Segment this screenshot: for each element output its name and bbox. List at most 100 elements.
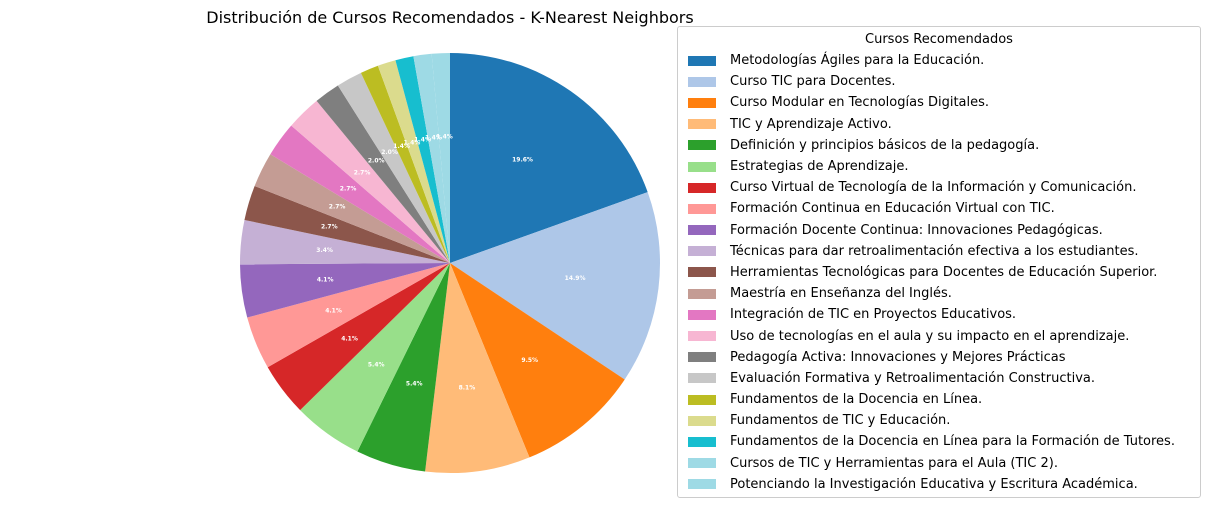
legend-swatch — [688, 436, 716, 447]
legend-item: Curso Virtual de Tecnología de la Inform… — [688, 177, 1190, 198]
slice-percent-label: 2.7% — [354, 169, 371, 176]
legend-label: Curso TIC para Docentes. — [730, 74, 896, 90]
slice-percent-label: 14.9% — [565, 275, 586, 282]
pie-slice — [291, 100, 450, 263]
legend-swatch — [688, 267, 716, 278]
legend-label: Uso de tecnologías en el aula y su impac… — [730, 328, 1130, 344]
pie-labels: 19.6% 14.9% 9.5% 8.1% 5.4% 5.4% 4.1% 4.1% 4.1% 3.… — [316, 134, 585, 392]
pie-slice — [239, 219, 450, 265]
legend-item: Potenciando la Investigación Educativa y… — [688, 474, 1190, 495]
legend-item: Formación Docente Continua: Innovaciones… — [688, 220, 1190, 241]
legend-label: Fundamentos de TIC y Educación. — [730, 413, 951, 429]
legend-label: Integración de TIC en Proyectos Educativ… — [730, 307, 1017, 323]
slice-percent-label: 5.4% — [406, 380, 423, 387]
slice-percent-label: 9.5% — [521, 357, 538, 364]
legend-swatch — [688, 479, 716, 490]
legend-item: Herramientas Tecnológicas para Docentes … — [688, 262, 1190, 283]
pie-slice — [240, 263, 450, 318]
legend-label: Fundamentos de la Docencia en Línea. — [730, 392, 983, 408]
pie-slice — [450, 53, 648, 263]
legend-item: Estrategias de Aprendizaje. — [688, 156, 1190, 177]
slice-percent-label: 2.7% — [329, 204, 346, 211]
legend-swatch — [688, 373, 716, 384]
slice-percent-label: 4.1% — [341, 336, 358, 343]
slice-percent-label: 1.4% — [414, 137, 431, 144]
legend-swatch — [688, 55, 716, 66]
legend-label: Pedagogía Activa: Innovaciones y Mejores… — [730, 349, 1066, 365]
legend-item: Formación Continua en Educación Virtual … — [688, 198, 1190, 219]
pie-slice — [337, 72, 450, 263]
legend-item: Fundamentos de la Docencia en Línea. — [688, 389, 1190, 410]
legend-swatch — [688, 352, 716, 363]
legend-label: Curso Virtual de Tecnología de la Inform… — [730, 180, 1137, 196]
legend-label: Cursos de TIC y Herramientas para el Aul… — [730, 455, 1058, 471]
pie-slices — [239, 53, 660, 474]
legend-label: Metodologías Ágiles para la Educación. — [730, 53, 985, 69]
legend-swatch — [688, 203, 716, 214]
pie-chart: 19.6% 14.9% 9.5% 8.1% 5.4% 5.4% 4.1% 4.1% 4.1% 3.… — [239, 53, 660, 474]
legend-item: Uso de tecnologías en el aula y su impac… — [688, 325, 1190, 346]
legend-label: Fundamentos de la Docencia en Línea para… — [730, 434, 1175, 450]
legend-label: Estrategias de Aprendizaje. — [730, 159, 909, 175]
legend-swatch — [688, 140, 716, 151]
legend-label: Formación Continua en Educación Virtual … — [730, 201, 1055, 217]
legend: Cursos Recomendados Metodologías Ágiles … — [677, 26, 1201, 498]
pie-slice — [270, 125, 450, 263]
legend-items: Metodologías Ágiles para la Educación. Cu… — [688, 50, 1190, 495]
pie-slice — [450, 192, 660, 380]
legend-title: Cursos Recomendados — [865, 32, 1013, 47]
legend-swatch — [688, 161, 716, 172]
pie-slice — [395, 56, 450, 263]
slice-percent-label: 4.1% — [325, 308, 342, 315]
legend-swatch — [688, 415, 716, 426]
legend-swatch — [688, 76, 716, 87]
pie-slice — [425, 263, 530, 474]
legend-item: Cursos de TIC y Herramientas para el Aul… — [688, 453, 1190, 474]
slice-percent-label: 19.6% — [512, 156, 533, 163]
legend-swatch — [688, 394, 716, 405]
pie-slice — [316, 85, 450, 263]
legend-swatch — [688, 225, 716, 236]
slice-percent-label: 1.4% — [425, 135, 442, 142]
legend-item: Definición y principios básicos de la pe… — [688, 135, 1190, 156]
legend-swatch — [688, 182, 716, 193]
pie-slice — [377, 60, 450, 264]
legend-item: Maestría en Enseñanza del Inglés. — [688, 283, 1190, 304]
pie-slice — [244, 185, 450, 263]
pie-slice — [413, 53, 450, 264]
pie-slice — [450, 263, 625, 458]
slice-percent-label: 2.7% — [340, 185, 357, 192]
legend-label: Técnicas para dar retroalimentación efec… — [730, 243, 1139, 259]
legend-item: Fundamentos de TIC y Educación. — [688, 410, 1190, 431]
slice-percent-label: 5.4% — [368, 362, 385, 369]
pie-slice — [357, 263, 450, 472]
legend-item: Curso Modular en Tecnologías Digitales. — [688, 92, 1190, 113]
legend-swatch — [688, 458, 716, 469]
pie-slice — [360, 65, 450, 263]
legend-label: Potenciando la Investigación Educativa y… — [730, 476, 1138, 492]
slice-percent-label: 2.0% — [381, 149, 398, 156]
legend-swatch — [688, 331, 716, 342]
legend-item: TIC y Aprendizaje Activo. — [688, 114, 1190, 135]
legend-label: TIC y Aprendizaje Activo. — [730, 116, 892, 132]
legend-item: Metodologías Ágiles para la Educación. — [688, 50, 1190, 71]
legend-label: Formación Docente Continua: Innovaciones… — [730, 222, 1103, 238]
legend-item: Integración de TIC en Proyectos Educativ… — [688, 304, 1190, 325]
chart-title: Distribución de Cursos Recomendados - K-… — [206, 8, 694, 27]
legend-item: Técnicas para dar retroalimentación efec… — [688, 241, 1190, 262]
slice-percent-label: 1.4% — [393, 143, 410, 150]
slice-percent-label: 3.4% — [316, 247, 333, 254]
legend-swatch — [688, 288, 716, 299]
legend-item: Pedagogía Activa: Innovaciones y Mejores… — [688, 347, 1190, 368]
legend-item: Evaluación Formativa y Retroalimentación… — [688, 368, 1190, 389]
slice-percent-label: 2.0% — [368, 157, 385, 164]
slice-percent-label: 1.4% — [436, 134, 453, 141]
slice-percent-label: 8.1% — [459, 384, 476, 391]
legend-swatch — [688, 97, 716, 108]
legend-label: Herramientas Tecnológicas para Docentes … — [730, 264, 1158, 280]
legend-label: Curso Modular en Tecnologías Digitales. — [730, 95, 990, 111]
legend-label: Maestría en Enseñanza del Inglés. — [730, 286, 952, 302]
legend-swatch — [688, 246, 716, 257]
pie-slice — [267, 263, 450, 411]
legend-label: Evaluación Formativa y Retroalimentación… — [730, 370, 1095, 386]
